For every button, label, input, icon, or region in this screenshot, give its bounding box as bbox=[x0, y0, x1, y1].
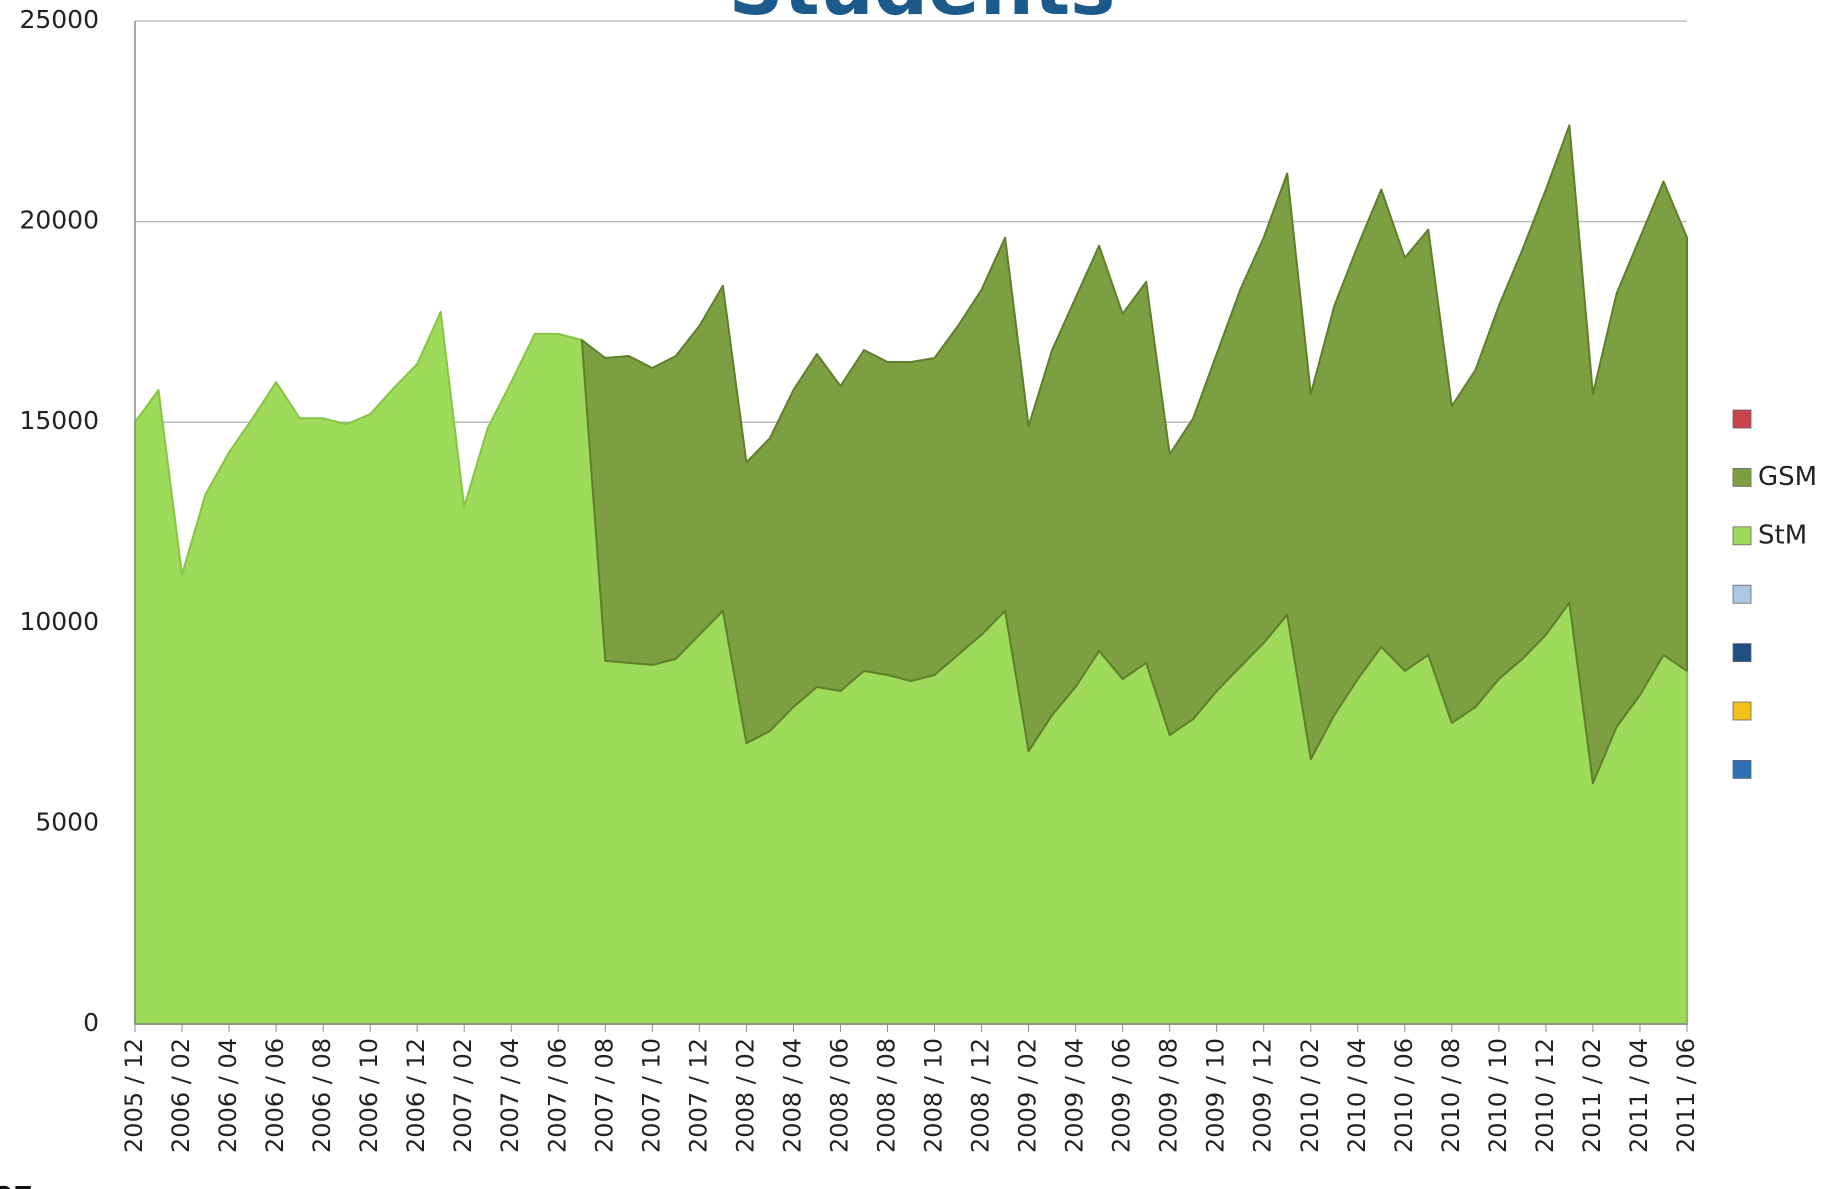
x-tick-label: 2006 / 02 bbox=[167, 1038, 195, 1153]
x-tick-label: 2007 / 02 bbox=[449, 1038, 477, 1153]
x-tick-label: 2008 / 04 bbox=[778, 1038, 806, 1153]
x-tick-label: 2007 / 04 bbox=[496, 1038, 524, 1153]
legend-swatch bbox=[1732, 467, 1752, 487]
legend-swatch bbox=[1732, 701, 1752, 721]
chart-title: Students bbox=[729, 0, 1116, 32]
x-tick-label: 2008 / 08 bbox=[873, 1038, 901, 1153]
y-tick-label: 5000 bbox=[35, 807, 99, 836]
x-tick-label: 2010 / 12 bbox=[1531, 1038, 1559, 1153]
x-tick-label: 2006 / 12 bbox=[402, 1038, 430, 1153]
legend-swatch bbox=[1732, 760, 1752, 779]
x-tick-label: 2009 / 02 bbox=[1014, 1038, 1042, 1153]
x-tick-label: 2010 / 02 bbox=[1296, 1038, 1324, 1153]
x-tick-label: 2007 / 06 bbox=[543, 1038, 571, 1153]
x-tick-label: 2007 / 10 bbox=[637, 1038, 665, 1153]
x-tick-label: 2006 / 04 bbox=[214, 1038, 242, 1153]
x-tick-label: 2007 / 12 bbox=[684, 1038, 712, 1153]
x-tick-label: 2009 / 06 bbox=[1108, 1038, 1136, 1153]
x-tick-label: 2008 / 10 bbox=[920, 1038, 948, 1153]
y-tick-label: 15000 bbox=[19, 406, 99, 435]
x-tick-label: 2009 / 04 bbox=[1061, 1038, 1089, 1153]
x-tick-label: 2011 / 04 bbox=[1625, 1038, 1653, 1153]
x-tick-label: 2009 / 12 bbox=[1249, 1038, 1277, 1153]
legend-swatch bbox=[1732, 526, 1752, 546]
x-tick-label: 2009 / 10 bbox=[1202, 1038, 1230, 1153]
x-tick-label: 2009 / 08 bbox=[1155, 1038, 1183, 1153]
y-tick-label: 0 bbox=[83, 1008, 99, 1037]
x-tick-label: 2010 / 04 bbox=[1343, 1038, 1371, 1153]
x-tick-label: 2008 / 06 bbox=[826, 1038, 854, 1153]
x-tick-label: 2008 / 02 bbox=[731, 1038, 759, 1153]
y-tick-label: 10000 bbox=[19, 607, 99, 636]
x-tick-label: 2010 / 08 bbox=[1437, 1038, 1465, 1153]
y-tick-label: 25000 bbox=[19, 5, 99, 34]
x-tick-label: 2010 / 06 bbox=[1390, 1038, 1418, 1153]
x-tick-label: 2006 / 10 bbox=[355, 1038, 383, 1153]
legend-swatch bbox=[1732, 584, 1752, 604]
x-tick-label: 2006 / 06 bbox=[261, 1038, 289, 1153]
legend-label: StM bbox=[1758, 520, 1807, 550]
x-tick-label: 2011 / 02 bbox=[1578, 1038, 1606, 1153]
page-number: 27 bbox=[0, 1180, 33, 1189]
x-tick-label: 2007 / 08 bbox=[590, 1038, 618, 1153]
x-tick-label: 2008 / 12 bbox=[967, 1038, 995, 1153]
x-tick-label: 2010 / 10 bbox=[1484, 1038, 1512, 1153]
legend-swatch bbox=[1732, 409, 1752, 429]
x-tick-label: 2005 / 12 bbox=[120, 1038, 148, 1153]
x-tick-label: 2011 / 06 bbox=[1672, 1038, 1700, 1153]
y-tick-label: 20000 bbox=[19, 206, 99, 235]
area bbox=[580, 124, 1688, 785]
legend-label: GSM bbox=[1758, 462, 1817, 492]
legend-swatch bbox=[1732, 643, 1752, 662]
x-tick-label: 2006 / 08 bbox=[308, 1038, 336, 1153]
